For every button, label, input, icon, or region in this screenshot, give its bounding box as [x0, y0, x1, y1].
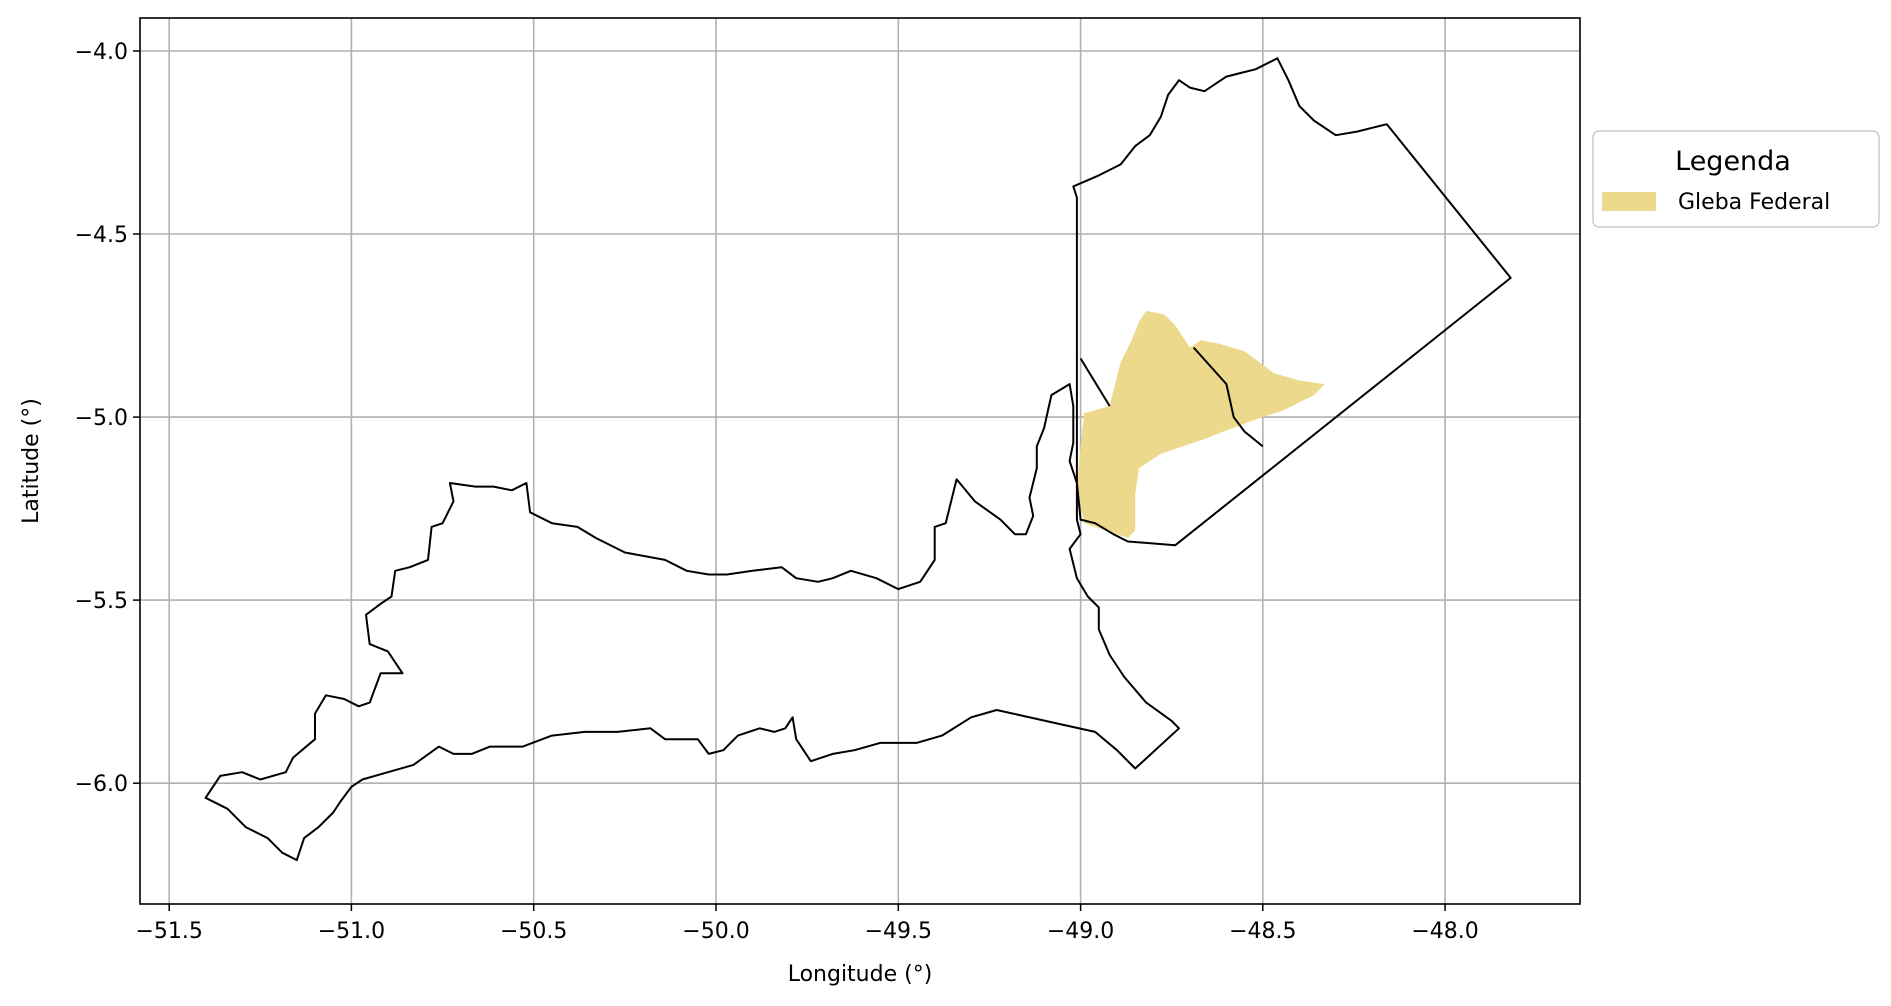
gleba-federal-area: [1076, 310, 1325, 538]
legend-label-gleba-federal: Gleba Federal: [1678, 190, 1830, 215]
y-tick-label: −4.0: [75, 40, 128, 65]
plot-area: [140, 18, 1580, 904]
boundary-layer: [204, 57, 1512, 862]
x-tick-label: −49.5: [865, 919, 932, 944]
legend-swatch-gleba-federal: [1602, 192, 1656, 211]
x-tick-label: −50.0: [682, 919, 749, 944]
x-tick-label: −48.0: [1411, 919, 1478, 944]
east-region-boundary: [1072, 57, 1512, 547]
y-tick-label: −4.5: [75, 223, 128, 248]
plot-frame: [139, 17, 1581, 905]
x-axis-title: Longitude (°): [788, 962, 933, 987]
x-tick-label: −48.5: [1229, 919, 1296, 944]
x-tick-label: −51.5: [135, 919, 202, 944]
legend-title: Legenda: [1675, 146, 1791, 177]
x-tick-label: −49.0: [1047, 919, 1114, 944]
y-tick-label: −5.5: [75, 589, 128, 614]
legend-box: [1592, 130, 1880, 228]
x-tick-label: −51.0: [318, 919, 385, 944]
y-tick-label: −6.0: [75, 772, 128, 797]
legend: Legenda Gleba Federal: [1592, 130, 1880, 228]
x-tick-label: −50.5: [500, 919, 567, 944]
y-tick-label: −5.0: [75, 406, 128, 431]
internal-boundary-line: [1079, 357, 1111, 407]
west-region-boundary: [204, 383, 1180, 862]
internal-boundary-line: [1192, 346, 1264, 448]
y-axis-title: Latitude (°): [19, 398, 44, 524]
x-axis-ticks: −51.5 −51.0 −50.5 −50.0 −49.5 −49.0 −48.5 −48.0: [135, 904, 1479, 944]
y-axis-ticks: −4.0 −4.5 −5.0 −5.5 −6.0: [75, 40, 140, 797]
gleba-federal-layer: [1076, 310, 1325, 538]
